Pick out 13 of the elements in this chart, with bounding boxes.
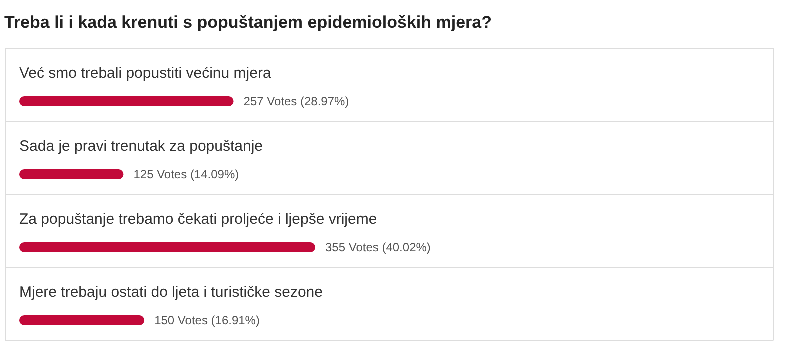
bar [20, 242, 316, 252]
y-tick-label: Za popuštanje trebamo čekati proljeće i ljepše vrijeme [20, 211, 378, 228]
y-tick-label: Sada je pravi trenutak za popuštanje [20, 138, 263, 155]
bar [20, 170, 124, 180]
data-label: 125 Votes (14.09%) [134, 168, 240, 182]
data-label: 257 Votes (28.97%) [244, 94, 350, 108]
chart-title: Treba li i kada krenuti s popuštanjem epidemioloških mjera? [4, 13, 492, 32]
bar [20, 316, 145, 326]
y-tick-label: Mjere trebaju ostati do ljeta i turističke sezone [20, 284, 323, 301]
data-label: 150 Votes (16.91%) [154, 314, 260, 328]
data-label: 355 Votes (40.02%) [326, 240, 431, 254]
y-tick-label: Već smo trebali popustiti većinu mjera [20, 65, 272, 82]
bar [20, 96, 234, 106]
